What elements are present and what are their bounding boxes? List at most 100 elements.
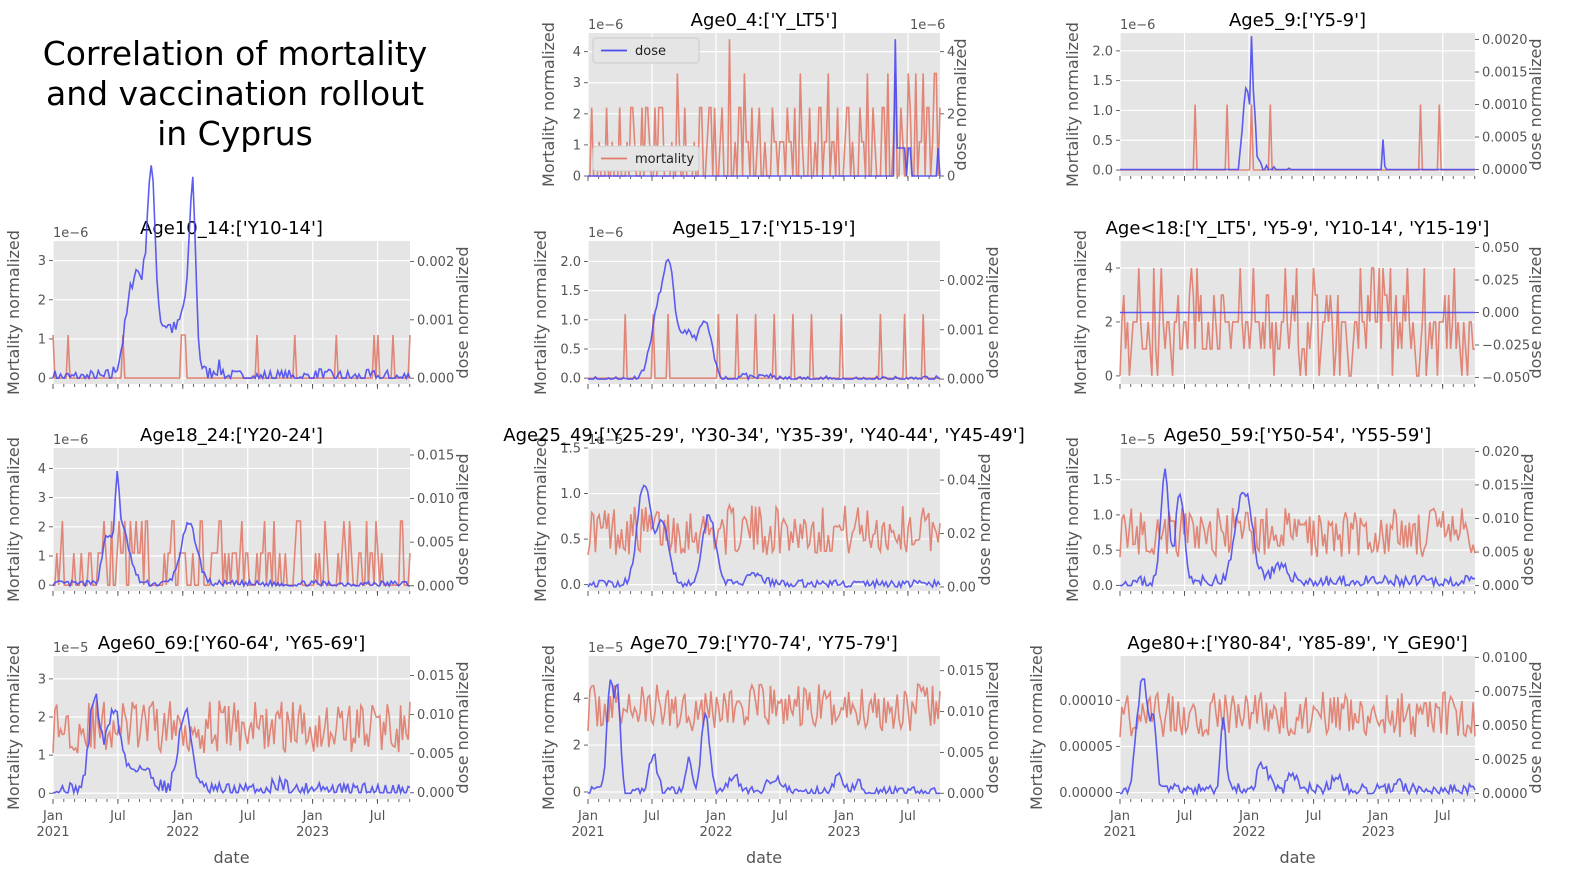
x-axis-label: date [746,848,782,867]
y2-tick-label: 4 [947,45,955,60]
chart-title: Age80+:['Y80-84', 'Y85-89', 'Y_GE90'] [1127,633,1467,654]
x-tick-label-year: 2021 [571,825,604,840]
y-tick-label: 0.0 [1092,164,1113,179]
y-axis-label: Mortality normalized [1027,645,1046,810]
chart-title: Age10_14:['Y10-14'] [140,218,323,239]
y2-axis-label: dose normalized [951,38,970,170]
y-tick-label: 1.5 [1092,473,1113,488]
y-tick-label: 1.5 [560,284,581,299]
x-tick-label: Jan [1238,809,1259,824]
plot-area [1120,448,1475,591]
y2-tick-label: 0.0075 [1482,685,1528,700]
y-tick-label: 0 [1105,369,1113,384]
series-line-mortality [587,682,941,732]
y-tick-label: 0.00000 [1059,786,1113,801]
y-tick-label: 3 [573,76,581,91]
series-line-mortality [588,313,940,380]
y2-tick-label: 0.000 [1482,579,1519,594]
y2-axis-label: dose normalized [1526,38,1545,170]
series-line-dose [1120,36,1475,171]
plot-area [588,241,940,384]
y2-tick-label: 0.015 [947,664,984,679]
chart-title: Age70_79:['Y70-74', 'Y75-79'] [630,633,898,654]
y2-tick-label: −0.050 [1482,371,1530,386]
plot-area [53,241,410,384]
y-tick-label: 2.0 [560,255,581,270]
x-tick-label-year: 2022 [699,825,732,840]
x-tick-label: Jan [1109,809,1130,824]
x-tick-label: Jan [833,809,854,824]
y2-axis-label: dose normalized [1526,661,1545,793]
x-tick-label: Jan [302,809,323,824]
x-tick-label: Jul [1305,809,1322,824]
y-tick-label: 1.0 [560,487,581,502]
y-tick-label: 3 [38,672,46,687]
y-tick-label: 1.0 [1092,104,1113,119]
y-offset-label: 1e−5 [588,433,623,448]
y2-tick-label: 0.010 [947,705,984,720]
chart-panel-5: 0 1 2 3 4 0.000 0.005 0.010 0.015 Mortality norma… [4,425,472,602]
y-tick-label: 2.0 [1092,44,1113,59]
y-tick-label: 1 [38,332,46,347]
x-tick-label-year: 2022 [166,825,199,840]
y2-tick-label: 0.0025 [1482,753,1528,768]
y2-tick-label: 0.001 [417,313,454,328]
chart-panel-10: 0.00000 0.00005 0.00010 0.0000 0.0025 0.0050 0… [1027,633,1545,867]
y-tick-label: 1 [38,749,46,764]
y-tick-label: 0.5 [560,533,581,548]
y2-axis-label: dose normalized [453,661,472,793]
y-offset-label: 1e−6 [588,18,623,33]
y2-tick-label: 0.000 [1482,306,1519,321]
y2-offset-label: 1e−6 [910,18,945,33]
y2-tick-label: 0.010 [417,708,454,723]
y-axis-label: Mortality normalized [539,22,558,187]
y2-tick-label: 0.001 [947,323,984,338]
y-tick-label: 1 [573,138,581,153]
chart-panel-4: 0 2 4 −0.050 −0.025 0.000 0.025 0.050 Mortality … [1071,218,1545,395]
x-tick-label: Jul [109,809,126,824]
y-offset-label: 1e−6 [588,226,623,241]
y2-tick-label: 0.010 [1482,512,1519,527]
legend-label-dose: dose [635,44,666,59]
y-tick-label: 0.0 [1092,579,1113,594]
y-axis-label: Mortality normalized [1063,22,1082,187]
series-line-dose [587,484,941,590]
y2-axis-label: dose normalized [1518,453,1537,585]
y2-tick-label: 0.000 [417,372,454,387]
series-line-dose [588,258,941,382]
y2-tick-label: 0.0010 [1482,98,1528,113]
y2-axis-label: dose normalized [453,453,472,585]
y2-tick-label: 0.005 [417,536,454,551]
y2-tick-label: 0.000 [947,787,984,802]
series-line-dose [1119,678,1476,797]
y-offset-label: 1e−5 [588,641,623,656]
chart-title: Age18_24:['Y20-24'] [140,425,323,446]
y-axis-label: Mortality normalized [1071,230,1090,395]
series-line-mortality [587,502,941,556]
y2-tick-label: 0.04 [947,474,976,489]
y2-tick-label: 0.015 [1482,478,1519,493]
x-tick-label: Jul [1434,809,1451,824]
chart-title: Age15_17:['Y15-19'] [673,218,856,239]
series-line-dose [52,471,410,588]
y-tick-label: 4 [38,462,46,477]
y-tick-label: 2 [38,520,46,535]
y-tick-label: 1.5 [560,442,581,457]
y-tick-label: 1.5 [1092,74,1113,89]
y2-tick-label: 0.0050 [1482,719,1528,734]
y-tick-label: 3 [38,491,46,506]
y2-tick-label: 0.015 [417,669,454,684]
x-axis-label: date [213,848,249,867]
series-line-mortality [53,520,411,587]
x-axis-label: date [1279,848,1315,867]
y2-tick-label: 0.02 [947,527,976,542]
chart-title: Age60_69:['Y60-64', 'Y65-69'] [98,633,366,654]
y-tick-label: 3 [38,254,46,269]
y2-axis-label: dose normalized [983,246,1002,378]
chart-panel-0: 0 1 2 3 4 0 2 4 Mortality normalized dose normali… [539,10,970,187]
y-tick-label: 0 [573,785,581,800]
y-axis-label: Mortality normalized [531,437,550,602]
